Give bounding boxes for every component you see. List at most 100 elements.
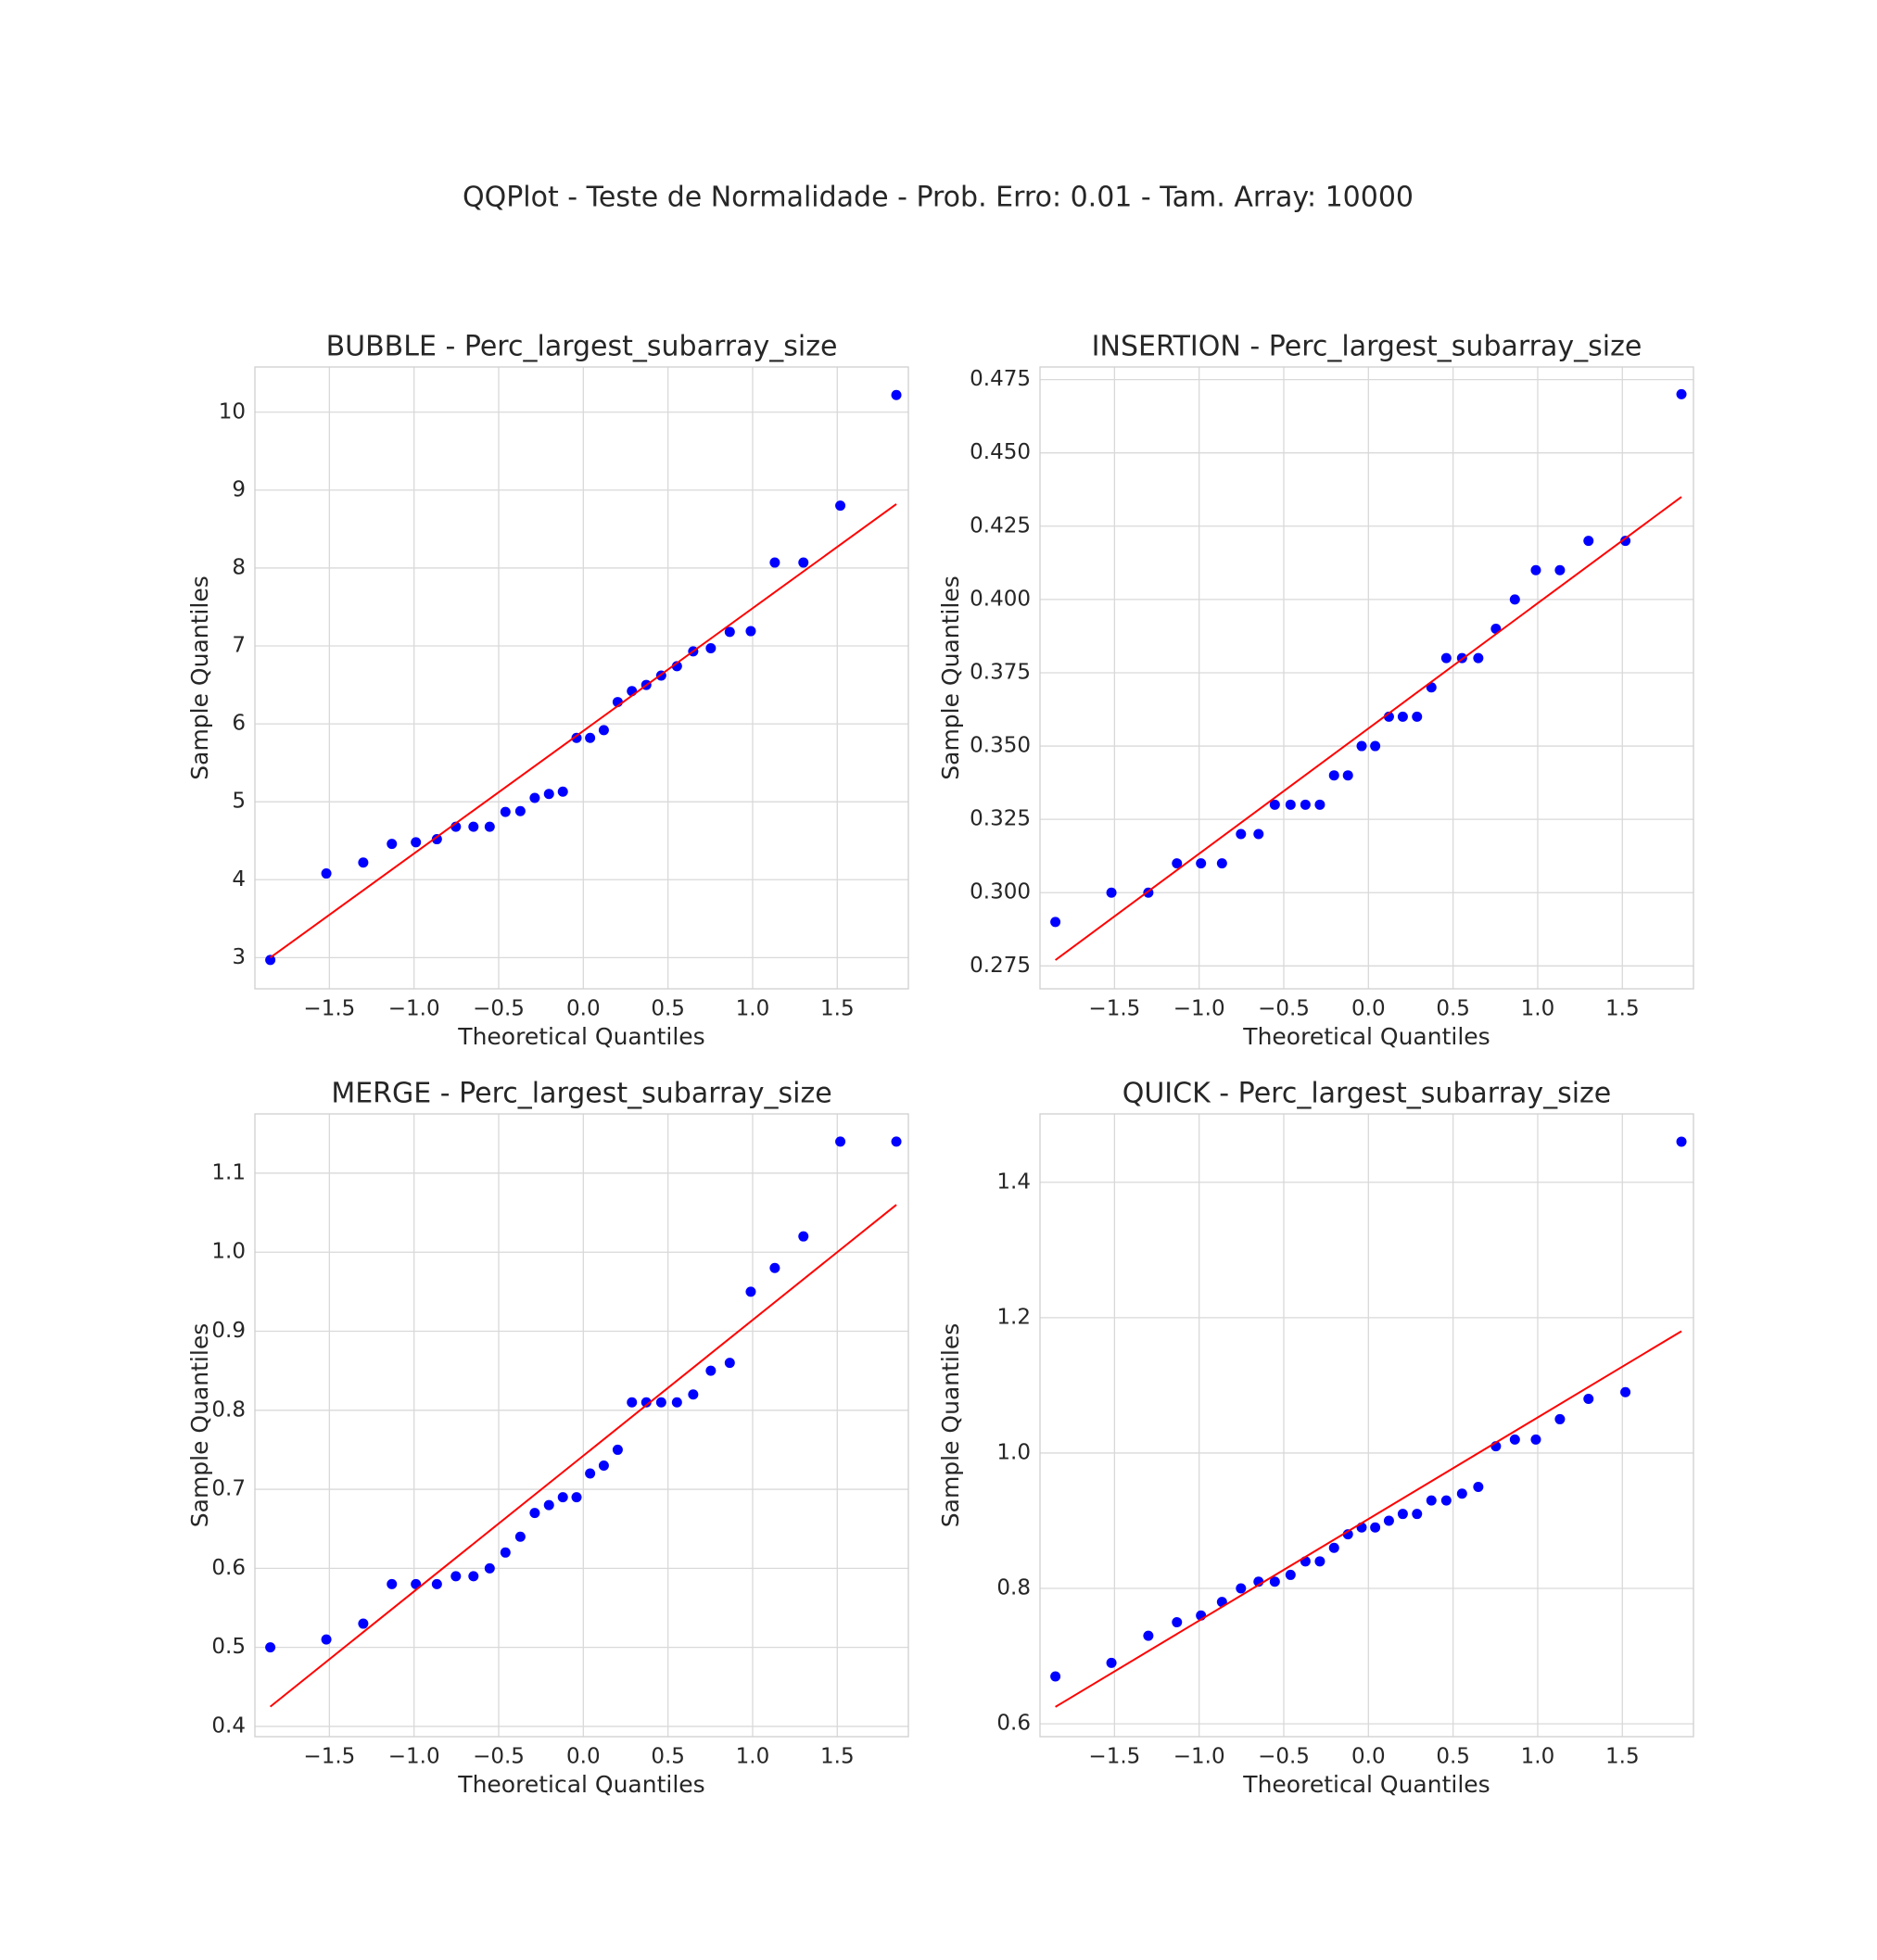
x-tick-label: −1.5 (1088, 997, 1140, 1021)
x-tick-label: −1.0 (388, 997, 440, 1021)
data-point (1412, 1509, 1423, 1520)
data-point (891, 1136, 902, 1147)
x-tick-label: 1.0 (736, 997, 770, 1021)
y-tick-label: 0.375 (970, 660, 1031, 684)
data-point (321, 868, 332, 879)
chart-title: QUICK - Perc_largest_subarray_size (1122, 1078, 1612, 1110)
y-tick-label: 5 (232, 790, 246, 814)
data-point (450, 1571, 462, 1582)
x-tick-label: −1.0 (1173, 1745, 1225, 1769)
data-point (1456, 1488, 1467, 1499)
x-tick-label: −1.5 (303, 997, 355, 1021)
data-point (671, 661, 682, 672)
y-tick-label: 9 (232, 477, 246, 501)
y-tick-label: 1.1 (211, 1160, 246, 1184)
data-point (468, 821, 479, 832)
data-point (612, 1444, 623, 1455)
data-point (557, 1492, 568, 1503)
data-point (1285, 1569, 1296, 1580)
data-point (798, 1231, 809, 1242)
axes-frame (1039, 1113, 1694, 1738)
data-point (1269, 1576, 1280, 1587)
data-point (769, 1262, 780, 1273)
y-tick-label: 0.8 (211, 1397, 246, 1422)
x-tick-label: −1.0 (388, 1745, 440, 1769)
y-axis-label: Sample Quantiles (186, 1323, 213, 1527)
x-axis-label: Theoretical Quantiles (1242, 1023, 1490, 1050)
data-point (1172, 858, 1183, 869)
chart-title: MERGE - Perc_largest_subarray_size (331, 1078, 831, 1110)
y-tick-label: 0.400 (970, 587, 1031, 611)
data-point (1106, 887, 1117, 898)
data-point (1253, 828, 1264, 840)
data-point (1676, 388, 1687, 399)
axes-frame (254, 1113, 909, 1738)
x-tick-label: −1.0 (1173, 997, 1225, 1021)
y-tick-label: 0.475 (970, 367, 1031, 391)
data-point (321, 1634, 332, 1645)
data-point (1530, 564, 1541, 575)
data-point (1473, 652, 1484, 664)
x-tick-label: −1.5 (303, 1745, 355, 1769)
x-tick-label: 1.5 (820, 997, 855, 1021)
y-tick-label: 0.5 (211, 1635, 246, 1659)
x-tick-label: 1.0 (1521, 1745, 1555, 1769)
data-point (1328, 1542, 1339, 1553)
data-point (1620, 536, 1631, 547)
data-point (705, 643, 717, 654)
data-point (431, 1578, 442, 1589)
x-tick-label: −1.5 (1088, 1745, 1140, 1769)
axes-frame (254, 366, 909, 990)
data-point (431, 834, 442, 845)
data-point (358, 1618, 369, 1629)
y-tick-label: 0.9 (211, 1319, 246, 1343)
data-point (1356, 740, 1367, 752)
data-point (543, 789, 554, 800)
chart-title: BUBBLE - Perc_largest_subarray_size (326, 331, 838, 363)
y-tick-label: 1.2 (996, 1305, 1031, 1329)
data-point (484, 821, 495, 832)
data-point (543, 1499, 554, 1511)
data-point (1342, 770, 1353, 781)
y-tick-label: 0.4 (211, 1713, 246, 1738)
data-point (1172, 1617, 1183, 1628)
fit-line (269, 1204, 897, 1708)
data-point (891, 389, 902, 400)
y-tick-label: 0.300 (970, 880, 1031, 904)
data-point (1397, 711, 1408, 722)
data-point (1328, 770, 1339, 781)
data-point (724, 1358, 735, 1369)
data-point (1530, 1434, 1541, 1445)
data-point (1383, 1515, 1394, 1526)
data-point (598, 1460, 609, 1471)
data-point (724, 626, 735, 638)
data-point (500, 806, 511, 817)
data-point (1397, 1509, 1408, 1520)
data-point (411, 837, 422, 848)
data-point (1236, 828, 1247, 840)
data-point (529, 792, 540, 803)
data-point (1342, 1529, 1353, 1540)
data-point (671, 1397, 682, 1408)
data-point (571, 732, 582, 743)
data-point (1676, 1136, 1687, 1147)
data-point (1285, 799, 1296, 810)
y-tick-label: 0.8 (996, 1576, 1031, 1600)
data-point (1216, 858, 1227, 869)
data-point (835, 500, 846, 512)
data-point (571, 1492, 582, 1503)
x-tick-label: 0.0 (1351, 997, 1386, 1021)
data-point (387, 839, 398, 850)
y-tick-label: 4 (232, 867, 246, 891)
data-point (1554, 564, 1566, 575)
data-point (745, 626, 756, 637)
data-point (265, 1642, 276, 1653)
fit-line (1055, 1330, 1682, 1708)
data-point (1583, 536, 1594, 547)
data-point (1370, 1522, 1381, 1533)
data-point (1440, 652, 1452, 664)
x-tick-label: 0.0 (566, 1745, 601, 1769)
data-point (1583, 1394, 1594, 1405)
y-tick-label: 1.0 (996, 1440, 1031, 1464)
